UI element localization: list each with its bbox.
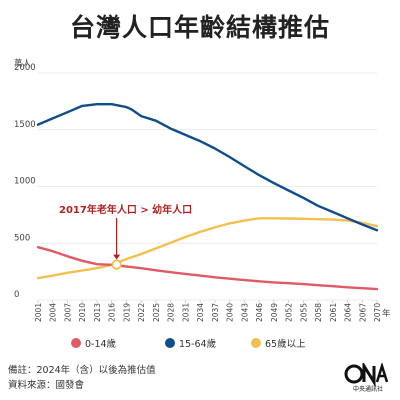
x-tick-label: 2022: [137, 303, 146, 322]
legend-label: 0-14歲: [85, 338, 117, 350]
x-tick-label: 2055: [299, 303, 308, 322]
series-line-age-15-64: [36, 103, 379, 232]
x-tick-label: 2043: [240, 303, 249, 322]
y-tick-label: 500: [14, 233, 30, 243]
x-tick-label: 2046: [255, 303, 264, 322]
crossover-marker: [111, 259, 122, 270]
source-text: 資料來源：國發會: [8, 380, 85, 391]
y-tick-label: 2000: [14, 63, 36, 73]
legend-swatch: [251, 338, 261, 348]
x-tick-label: 2025: [152, 303, 161, 322]
cna-logo: 中央通訊社: [344, 363, 389, 393]
x-tick-label: 2064: [344, 303, 353, 322]
legend-swatch: [165, 338, 175, 348]
x-tick-label: 2031: [181, 303, 190, 322]
legend-label: 65歲以上: [265, 338, 306, 350]
logo-subtext: 中央通訊社: [353, 385, 383, 393]
y-tick-label: 1000: [14, 177, 36, 187]
x-tick-label: 2049: [270, 303, 279, 322]
y-tick-label: 1500: [14, 120, 36, 130]
chart-title: 台灣人口年齡結構推估: [69, 13, 330, 42]
x-tick-label: 2007: [63, 303, 72, 322]
x-tick-label: 2058: [314, 303, 323, 322]
x-axis-label: 年: [382, 308, 391, 319]
x-tick-label: 2052: [285, 303, 294, 322]
x-tick-label: 2004: [49, 303, 58, 322]
x-tick-label: 2070: [373, 303, 382, 322]
x-tick-label: 2037: [211, 303, 220, 322]
x-tick-label: 2010: [78, 303, 87, 322]
x-tick-label: 2019: [122, 303, 131, 322]
x-tick-label: 2016: [108, 303, 117, 322]
y-axis-label: 萬人: [14, 58, 32, 69]
x-tick-label: 2061: [329, 303, 338, 322]
x-tick-label: 2001: [34, 303, 43, 322]
legend-label: 15-64歲: [179, 338, 217, 350]
legend-swatch: [71, 338, 81, 348]
annotation-text: 2017年老年人口 > 幼年人口: [59, 203, 192, 216]
x-tick-label: 2028: [167, 303, 176, 322]
annotation-arrowhead: [113, 254, 121, 260]
note-text: 備註：2024年（含）以後為推估值: [8, 365, 156, 376]
x-tick-label: 2034: [196, 303, 205, 322]
x-tick-label: 2067: [358, 303, 367, 322]
y-tick-label: 0: [14, 290, 19, 300]
series-line-age-65-plus: [36, 217, 379, 280]
x-tick-label: 2040: [226, 303, 235, 322]
x-tick-label: 2013: [93, 303, 102, 322]
series-line-age-0-14: [36, 246, 379, 291]
